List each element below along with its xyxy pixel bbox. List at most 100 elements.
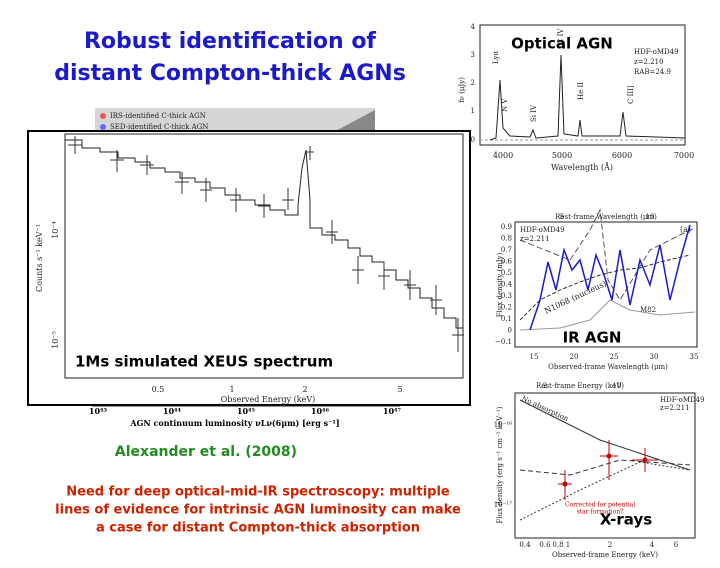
xray-point [562, 481, 568, 487]
y-axis-label: fν (μJy) [458, 77, 466, 103]
x-tick-label: 4000 [493, 151, 513, 160]
x-tick-label: 35 [690, 353, 699, 361]
line-label: He II [577, 82, 585, 100]
line-label: C IV [557, 28, 565, 44]
x-tick-label: 6000 [612, 151, 632, 160]
top-tick-label: 2 [543, 382, 547, 390]
x-tick-label: 20 [570, 353, 579, 361]
top-tick-label: 10 [646, 213, 655, 221]
template-m82 [519, 299, 696, 331]
luminosity-tick-label: 10⁴³ [89, 406, 108, 416]
y-tick-label: 0.4 [501, 281, 513, 289]
y-tick-label: 0 [471, 136, 475, 144]
background-figure-shape [330, 110, 375, 134]
y-tick-label: 1 [471, 107, 475, 115]
optical-spectrum [489, 54, 686, 141]
note-line: Need for deep optical-mid-IR spectroscop… [66, 485, 450, 500]
legend-text: IRS-identified C-thick AGN [110, 112, 206, 120]
luminosity-tick-label: 10⁴⁵ [237, 406, 256, 416]
plot-label: 1Ms simulated XEUS spectrum [75, 353, 333, 371]
annotation: RAB=24.9 [634, 68, 671, 76]
y-tick-label: 10⁻⁴ [51, 221, 60, 239]
y-tick-label: 3 [471, 51, 475, 59]
x-tick-label: 6 [674, 541, 679, 549]
plot-label: Optical AGN [511, 35, 613, 53]
y-tick-label: 0.6 [501, 258, 513, 266]
xray-point [642, 457, 648, 463]
x-tick-label: 1 [229, 385, 234, 394]
y-tick-label: 2 [471, 79, 475, 87]
line-label: Si IV [530, 104, 538, 122]
luminosity-axis-label: AGN continuum luminosity νLν(6μm) [erg s… [129, 418, 339, 428]
x-tick-label: 1 [566, 541, 570, 549]
y-tick-label: 0.2 [501, 304, 512, 312]
x-tick-label: 2 [302, 385, 307, 394]
legend-text: SED-identified C-thick AGN [110, 123, 208, 131]
annotation: HDF-oMD49 [520, 226, 565, 234]
top-tick-label: 5 [560, 213, 564, 221]
template-dashed [519, 208, 696, 301]
y-axis-label: Flux density (mJy) [496, 252, 504, 317]
plot-label: X-rays [600, 511, 652, 529]
annotation: HDF-oMD49 [634, 48, 679, 56]
top-axis-label: Rest-frame Wavelength (μm) [555, 213, 657, 221]
x-axis-label: Observed-frame Wavelength (μm) [548, 363, 668, 371]
top-axis-label: Rest-frame Energy (keV) [536, 382, 624, 390]
model-curve [519, 461, 691, 521]
plot-label: IR AGN [563, 329, 622, 347]
spectrum-model [65, 139, 463, 329]
title-line: Robust identification of [84, 29, 376, 54]
y-tick-label: 0.3 [501, 292, 512, 300]
y-tick-label: 0.9 [501, 223, 512, 231]
x-tick-label: 30 [650, 353, 659, 361]
template-label: N1068 (nucleus) [543, 279, 608, 316]
y-tick-label: 0.7 [501, 246, 512, 254]
line-label: Lyα [492, 51, 500, 64]
optical-plot-axes [479, 24, 686, 146]
y-tick-label: 10⁻¹⁷ [494, 501, 512, 509]
x-tick-label: 5000 [552, 151, 572, 160]
main-plot-axes [64, 133, 464, 379]
xray-point [606, 453, 612, 459]
x-tick-label: 7000 [674, 151, 694, 160]
x-axis-label: Observed Energy (keV) [221, 395, 316, 404]
note: Corrected for potential [565, 502, 635, 509]
annotation: z=2.211 [660, 404, 690, 412]
annotation: HDF-oMD49 [660, 396, 705, 404]
x-tick-label: 0.8 [552, 541, 563, 549]
x-tick-label: 5 [397, 385, 402, 394]
annotation: z=2.210 [634, 58, 664, 66]
template-label: M82 [640, 306, 656, 314]
ir-spectrum [529, 224, 691, 331]
luminosity-tick-label: 10⁴⁷ [383, 406, 402, 416]
xray-data [558, 440, 658, 500]
y-tick-label: 0.5 [501, 269, 512, 277]
template-n1068 [519, 254, 691, 321]
note-line: lines of evidence for intrinsic AGN lumi… [55, 503, 461, 518]
y-tick-label: −0.1 [495, 338, 512, 346]
x-tick-label: 4 [650, 541, 655, 549]
x-tick-label: 2 [608, 541, 612, 549]
x-tick-label: 0.6 [539, 541, 551, 549]
y-tick-label: 0 [508, 327, 512, 335]
y-tick-label: 0.1 [501, 315, 512, 323]
background-figure [95, 108, 375, 134]
note: star formation? [577, 509, 624, 516]
y-tick-label: 4 [471, 23, 476, 31]
legend-marker [100, 113, 106, 119]
model-curve [519, 399, 691, 471]
x-axis-label: Wavelength (Å) [551, 163, 613, 172]
curve-label: No absorption [520, 394, 570, 423]
x-tick-label: 0.5 [152, 385, 165, 394]
annotation: z=2.211 [520, 235, 550, 243]
x-tick-label: 15 [530, 353, 539, 361]
legend-marker [100, 124, 106, 130]
model-curve [519, 459, 691, 476]
y-tick-label: 10⁻⁵ [51, 331, 60, 349]
x-axis-label: Observed-frame Energy (keV) [552, 551, 658, 559]
luminosity-tick-label: 10⁴⁶ [311, 406, 330, 416]
y-axis-label: Counts s⁻¹ keV⁻¹ [35, 224, 44, 292]
data-points [68, 136, 464, 352]
panel-label: (a) [680, 225, 691, 234]
